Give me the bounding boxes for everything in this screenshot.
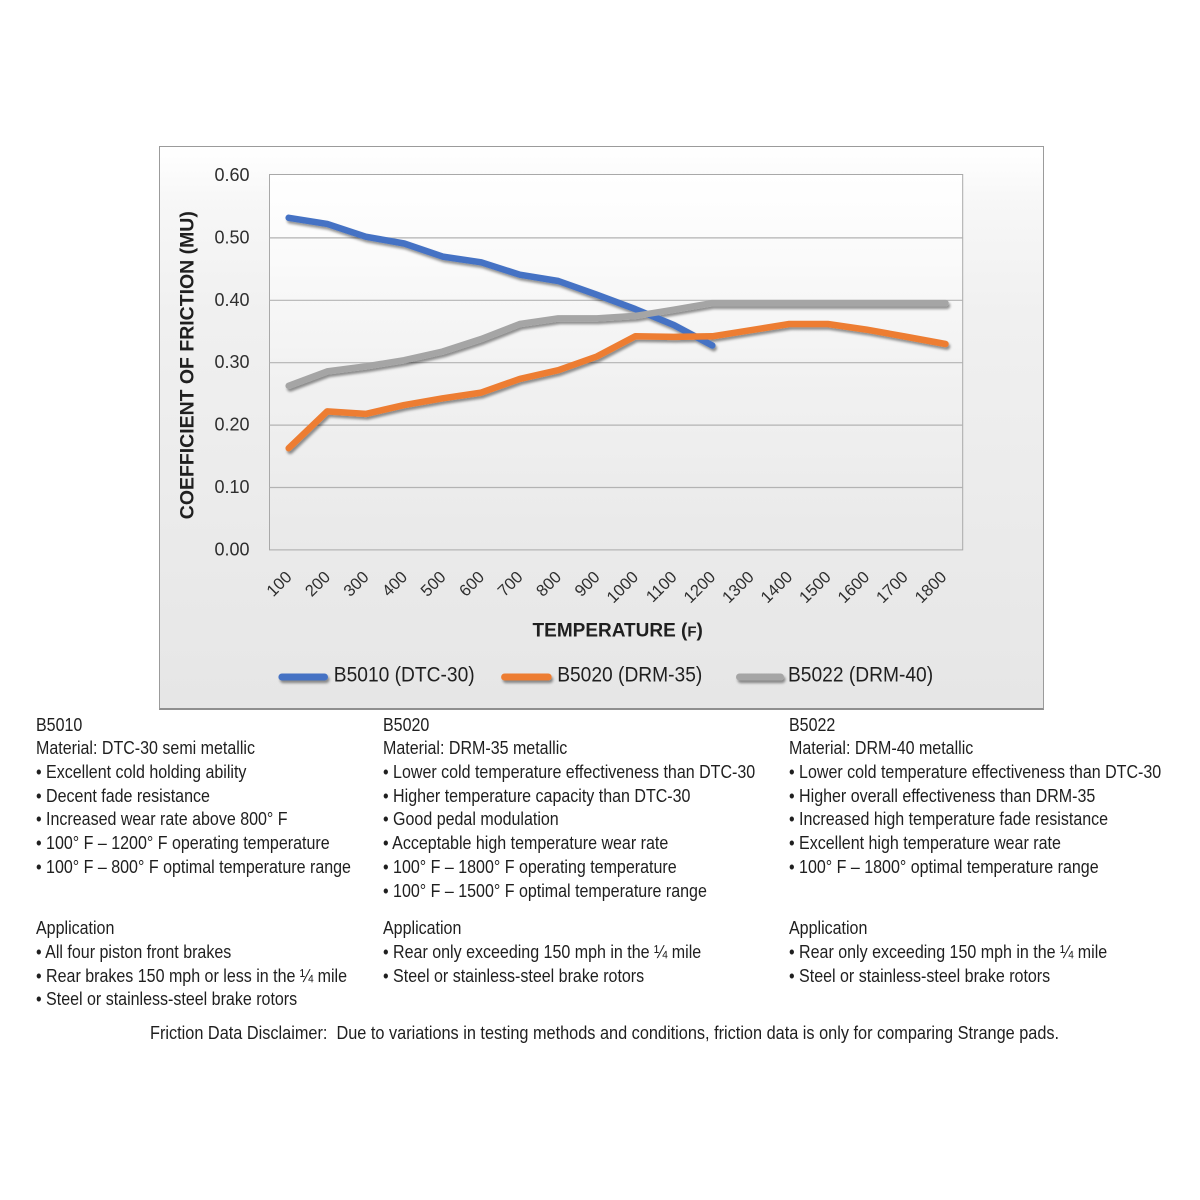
svg-text:1000: 1000: [603, 568, 642, 607]
svg-text:1600: 1600: [835, 568, 874, 607]
svg-text:800: 800: [533, 568, 565, 600]
svg-text:700: 700: [494, 568, 526, 600]
svg-text:200: 200: [302, 568, 334, 600]
svg-text:1100: 1100: [643, 568, 681, 606]
svg-text:0.10: 0.10: [214, 477, 249, 497]
svg-text:1200: 1200: [681, 568, 720, 607]
svg-text:300: 300: [340, 568, 372, 600]
svg-text:B5022 (DRM-40): B5022 (DRM-40): [788, 664, 933, 687]
svg-text:0.20: 0.20: [214, 415, 249, 435]
svg-text:TEMPERATURE (F): TEMPERATURE (F): [533, 620, 703, 641]
svg-text:1800: 1800: [912, 568, 951, 607]
svg-text:600: 600: [456, 568, 488, 600]
svg-text:0.50: 0.50: [214, 227, 249, 247]
svg-text:B5010 (DTC-30): B5010 (DTC-30): [334, 664, 475, 687]
svg-text:100: 100: [263, 568, 295, 600]
svg-text:900: 900: [571, 568, 603, 600]
svg-text:0.40: 0.40: [214, 290, 249, 310]
svg-text:COEFFICIENT OF FRICTION (MU): COEFFICIENT OF FRICTION (MU): [178, 211, 199, 519]
svg-text:1500: 1500: [796, 568, 835, 607]
svg-text:400: 400: [379, 568, 411, 600]
svg-text:B5020 (DRM-35): B5020 (DRM-35): [557, 664, 702, 687]
svg-text:1400: 1400: [758, 568, 797, 607]
svg-text:1300: 1300: [719, 568, 758, 607]
svg-text:500: 500: [417, 568, 449, 600]
svg-text:1700: 1700: [873, 568, 912, 607]
svg-text:0.00: 0.00: [214, 539, 249, 559]
svg-text:0.30: 0.30: [214, 352, 249, 372]
svg-text:0.60: 0.60: [214, 165, 249, 185]
